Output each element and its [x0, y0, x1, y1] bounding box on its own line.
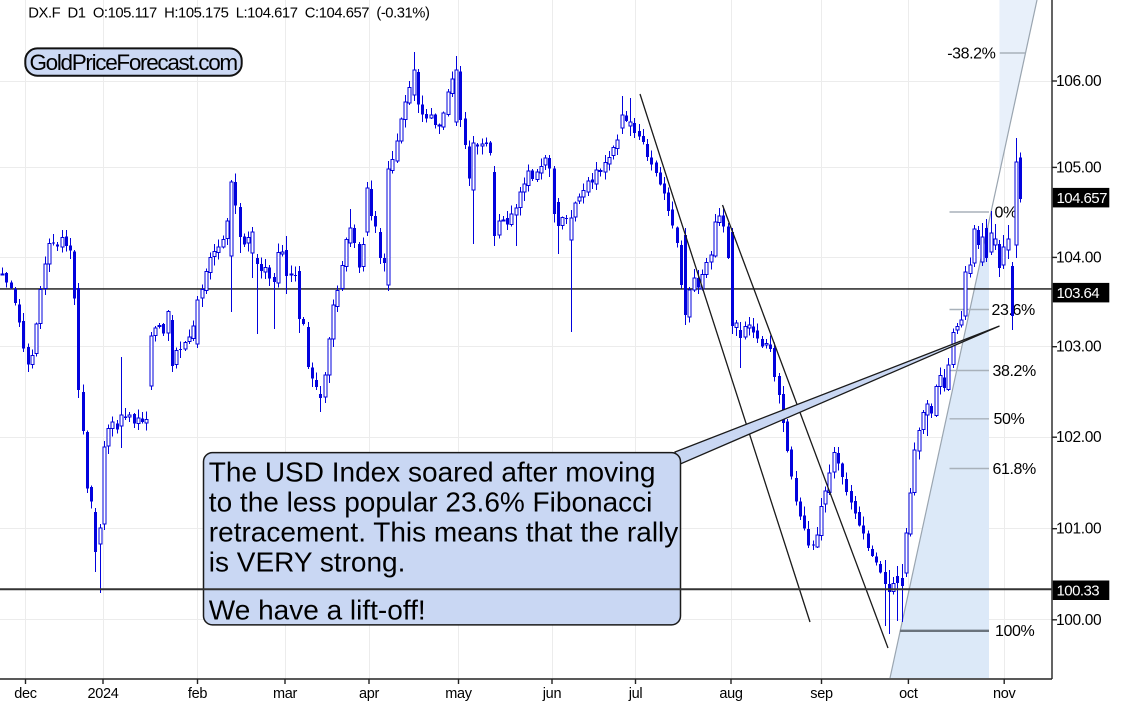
- svg-text:jun: jun: [542, 686, 562, 702]
- svg-text:103.00: 103.00: [1056, 339, 1102, 356]
- svg-text:100%: 100%: [995, 623, 1034, 640]
- svg-text:38.2%: 38.2%: [993, 363, 1037, 380]
- svg-text:100.00: 100.00: [1056, 612, 1102, 629]
- svg-text:104.00: 104.00: [1056, 249, 1102, 266]
- svg-text:feb: feb: [188, 686, 207, 702]
- svg-text:100.33: 100.33: [1057, 583, 1100, 600]
- svg-text:103.64: 103.64: [1057, 285, 1100, 302]
- svg-text:retracement. This means that t: retracement. This means that the rally: [209, 517, 678, 548]
- svg-text:102.00: 102.00: [1056, 429, 1102, 446]
- svg-text:50%: 50%: [994, 411, 1025, 428]
- svg-text:0%: 0%: [995, 204, 1017, 221]
- svg-text:GoldPriceForecast.com: GoldPriceForecast.com: [30, 50, 238, 75]
- svg-text:to the less popular 23.6% Fibo: to the less popular 23.6% Fibonacci: [209, 487, 653, 518]
- svg-text:-38.2%: -38.2%: [947, 45, 995, 62]
- svg-text:aug: aug: [719, 686, 743, 702]
- svg-text:apr: apr: [359, 686, 380, 702]
- svg-text:mar: mar: [273, 686, 298, 702]
- svg-text:dec: dec: [14, 686, 37, 702]
- svg-text:DX.F D1 O:105.117 H:105.175: DX.F D1 O:105.117 H:105.175 L:104.617 C:…: [28, 6, 430, 22]
- svg-text:sep: sep: [810, 686, 833, 702]
- svg-text:is VERY strong.: is VERY strong.: [209, 547, 406, 578]
- svg-text:105.00: 105.00: [1056, 159, 1102, 176]
- svg-text:106.00: 106.00: [1056, 73, 1102, 90]
- svg-text:jul: jul: [628, 686, 643, 702]
- svg-text:nov: nov: [993, 686, 1017, 702]
- svg-text:The USD Index soared after mov: The USD Index soared after moving: [209, 457, 656, 488]
- svg-text:104.657: 104.657: [1057, 190, 1108, 207]
- svg-text:2024: 2024: [87, 686, 118, 702]
- svg-text:101.00: 101.00: [1056, 521, 1102, 538]
- svg-text:61.8%: 61.8%: [993, 461, 1037, 478]
- svg-text:oct: oct: [899, 686, 918, 702]
- svg-text:may: may: [445, 686, 473, 702]
- svg-text:We have a lift-off!: We have a lift-off!: [209, 594, 426, 625]
